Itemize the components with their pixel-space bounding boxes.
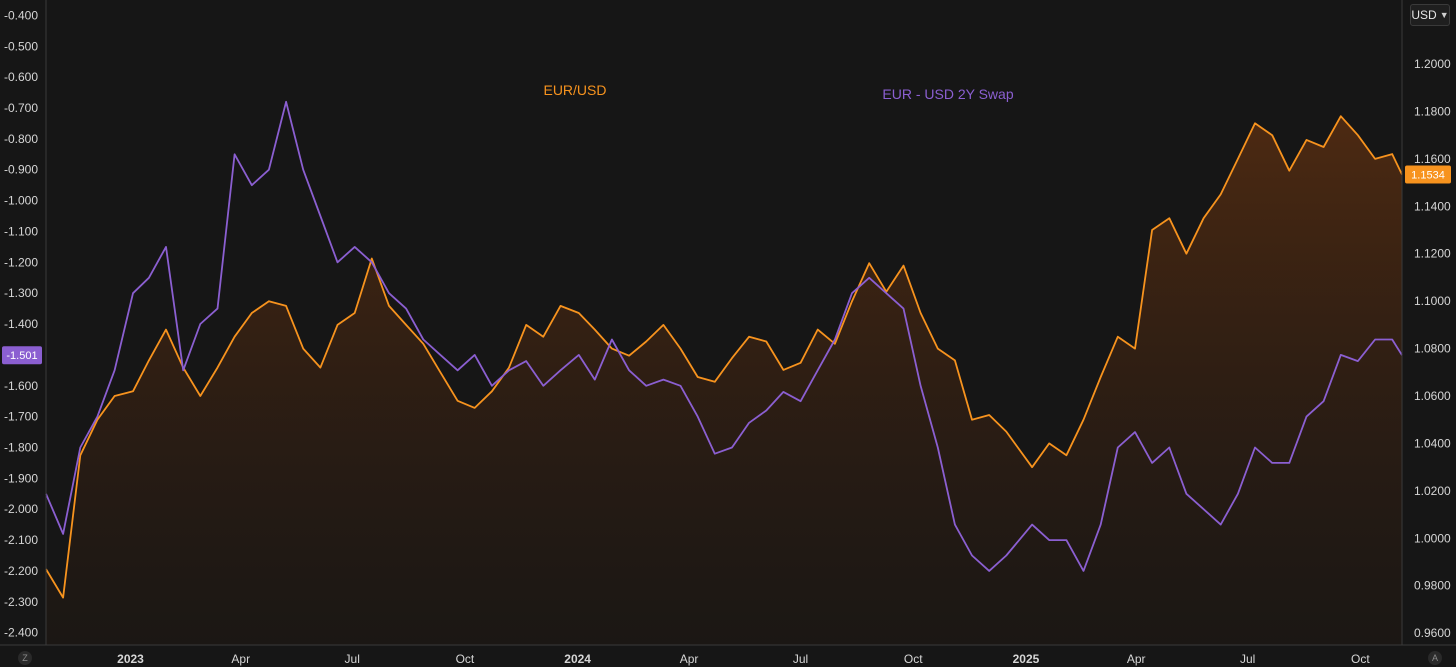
left-tick-label: -1.000 (4, 194, 38, 208)
swap-last-value-label: -1.501 (6, 350, 37, 362)
left-tick-label: -2.200 (4, 564, 38, 578)
right-tick-label: 1.0600 (1414, 389, 1451, 403)
chevron-down-icon: ▼ (1439, 10, 1449, 20)
x-tick-label: Jul (1240, 652, 1255, 666)
plot-area[interactable] (45, 100, 1403, 645)
right-corner-button[interactable]: A (1428, 651, 1442, 665)
left-tick-label: -1.200 (4, 255, 38, 269)
left-tick-label: -1.600 (4, 379, 38, 393)
x-tick-label: Apr (231, 652, 250, 666)
left-tick-label: -1.400 (4, 317, 38, 331)
left-tick-label: -0.900 (4, 163, 38, 177)
left-tick-label: -0.600 (4, 70, 38, 84)
right-tick-label: 1.0400 (1414, 436, 1451, 450)
left-tick-label: -2.100 (4, 533, 38, 547)
x-tick-label: Oct (1351, 652, 1370, 666)
right-axis-ticks[interactable]: 1.2000 1.1800 1.1600 1.1400 1.1200 1.1000 1.08… (1414, 57, 1451, 640)
right-tick-label: 1.1600 (1414, 152, 1451, 166)
chart-legend: EUR/USD EUR - USD 2Y Swap (543, 82, 1013, 102)
x-tick-label: Jul (793, 652, 808, 666)
right-tick-label: 0.9600 (1414, 626, 1451, 640)
right-tick-label: 1.2000 (1414, 57, 1451, 71)
left-tick-label: -0.700 (4, 101, 38, 115)
right-corner-label: A (1431, 653, 1438, 663)
left-tick-label: -1.300 (4, 286, 38, 300)
legend-label-eurusd: EUR/USD (543, 82, 606, 98)
legend-label-swap: EUR - USD 2Y Swap (882, 86, 1013, 102)
x-tick-label: Oct (456, 652, 475, 666)
right-tick-label: 1.0200 (1414, 484, 1451, 498)
eurusd-last-value-badge (1405, 165, 1451, 184)
left-tick-label: -1.700 (4, 410, 38, 424)
x-tick-label: 2023 (117, 652, 144, 666)
right-tick-label: 1.1200 (1414, 247, 1451, 261)
right-tick-label: 1.1000 (1414, 294, 1451, 308)
x-tick-label: Apr (1127, 652, 1146, 666)
x-tick-label: Apr (680, 652, 699, 666)
x-tick-label: Jul (345, 652, 360, 666)
left-tick-label: -2.300 (4, 595, 38, 609)
currency-selector-button[interactable]: USD ▼ (1410, 4, 1450, 26)
left-corner-label: Z (22, 653, 28, 663)
x-tick-label: Oct (904, 652, 923, 666)
left-tick-label: -0.500 (4, 39, 38, 53)
x-axis-ticks[interactable]: 2023 Apr Jul Oct 2024 Apr Jul Oct 2025 Apr Jul Oct (117, 652, 1370, 666)
left-tick-label: -1.800 (4, 440, 38, 454)
series-area-eurusd (46, 116, 1402, 645)
left-tick-label: -0.800 (4, 132, 38, 146)
x-tick-label: 2024 (564, 652, 591, 666)
left-axis-ticks[interactable]: -0.400 -0.500 -0.600 -0.700 -0.800 -0.900 -1.0… (4, 8, 38, 639)
series-line-swap[interactable] (45, 100, 1403, 572)
right-tick-label: 1.1800 (1414, 104, 1451, 118)
right-tick-label: 1.0800 (1414, 342, 1451, 356)
eurusd-last-value-label: 1.1534 (1411, 170, 1445, 182)
left-tick-label: -2.400 (4, 626, 38, 640)
left-tick-label: -2.000 (4, 502, 38, 516)
swap-last-value-badge (2, 346, 42, 365)
left-tick-label: -0.400 (4, 8, 38, 22)
right-tick-label: 1.0000 (1414, 531, 1451, 545)
left-tick-label: -1.100 (4, 224, 38, 238)
left-corner-button[interactable]: Z (18, 651, 32, 665)
x-tick-label: 2025 (1013, 652, 1040, 666)
currency-selector-label: USD (1411, 8, 1437, 22)
last-value-labels: -1.501 1.1534 (2, 165, 1451, 365)
left-tick-label: -1.900 (4, 471, 38, 485)
right-tick-label: 0.9800 (1414, 579, 1451, 593)
right-tick-label: 1.1400 (1414, 199, 1451, 213)
series-line-eurusd[interactable] (45, 115, 1403, 599)
